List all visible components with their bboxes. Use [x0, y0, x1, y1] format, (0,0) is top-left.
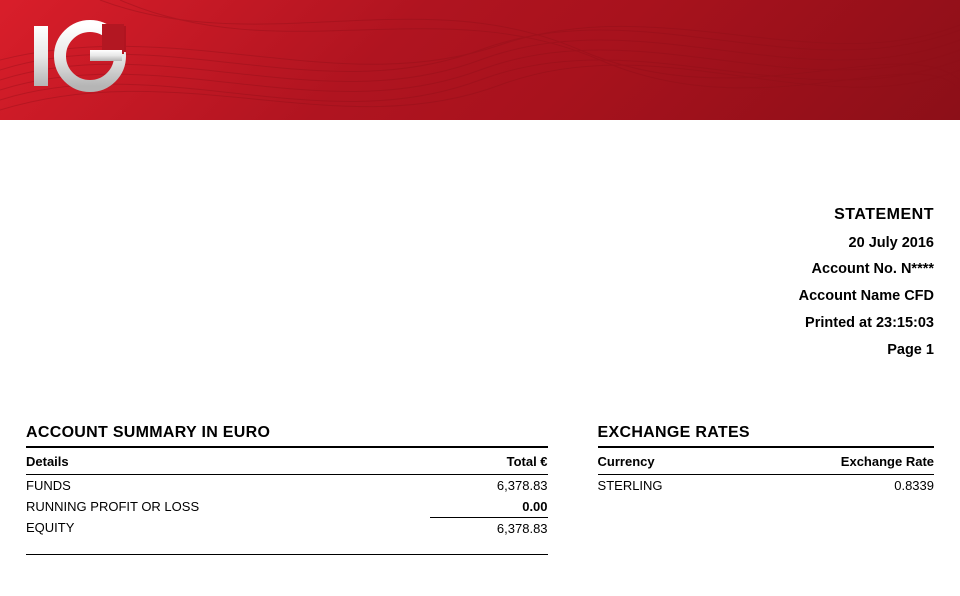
content: ACCOUNT SUMMARY IN EURO Details Total € … [0, 364, 960, 555]
col-rate: Exchange Rate [736, 448, 934, 475]
statement-title: STATEMENT [0, 200, 934, 230]
account-summary-title: ACCOUNT SUMMARY IN EURO [26, 424, 548, 448]
exchange-rates-title: EXCHANGE RATES [598, 424, 934, 448]
exchange-rates-table: Currency Exchange Rate STERLING0.8339 [598, 448, 934, 496]
logo [28, 18, 128, 98]
summary-row: EQUITY6,378.83 [26, 517, 548, 539]
exchange-rates-panel: EXCHANGE RATES Currency Exchange Rate ST… [598, 424, 934, 555]
summary-row-label: FUNDS [26, 474, 430, 496]
statement-date: 20 July 2016 [0, 230, 934, 257]
account-no: Account No. N**** [0, 256, 934, 283]
summary-row: RUNNING PROFIT OR LOSS0.00 [26, 496, 548, 518]
summary-row-label: RUNNING PROFIT OR LOSS [26, 496, 430, 518]
summary-row-value: 6,378.83 [430, 517, 548, 539]
col-total: Total € [430, 448, 548, 475]
banner-waves [0, 0, 960, 120]
col-details: Details [26, 448, 430, 475]
rate-row: STERLING0.8339 [598, 474, 934, 496]
summary-row: FUNDS6,378.83 [26, 474, 548, 496]
account-summary-panel: ACCOUNT SUMMARY IN EURO Details Total € … [26, 424, 548, 555]
statement-meta: STATEMENT 20 July 2016 Account No. N****… [0, 120, 960, 364]
rate-value: 0.8339 [736, 474, 934, 496]
account-summary-table: Details Total € FUNDS6,378.83RUNNING PRO… [26, 448, 548, 539]
summary-row-label: EQUITY [26, 517, 430, 539]
account-name: Account Name CFD [0, 283, 934, 310]
rate-currency: STERLING [598, 474, 736, 496]
page-number: Page 1 [0, 337, 934, 364]
summary-bottom-rule [26, 545, 548, 555]
banner [0, 0, 960, 120]
summary-row-value: 0.00 [430, 496, 548, 518]
col-currency: Currency [598, 448, 736, 475]
printed-at: Printed at 23:15:03 [0, 310, 934, 337]
summary-row-value: 6,378.83 [430, 474, 548, 496]
